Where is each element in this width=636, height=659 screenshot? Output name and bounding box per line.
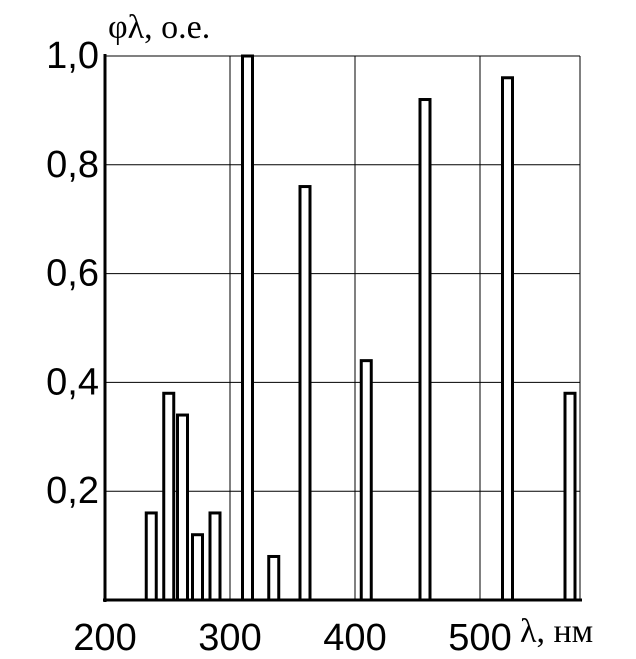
axes (103, 54, 582, 602)
bar (501, 76, 514, 602)
y-tick-label: 0,8 (46, 144, 99, 186)
bar (359, 359, 373, 602)
y-tick-label: 1,0 (46, 35, 99, 77)
y-tick-label: 0,4 (46, 361, 99, 403)
bar (176, 413, 189, 602)
y-tick-label: 0,6 (46, 253, 99, 295)
bar-group (144, 54, 577, 602)
bar (208, 511, 222, 602)
x-tick-label: 500 (448, 617, 511, 659)
bar (191, 533, 204, 602)
x-tick-label: 200 (73, 617, 136, 659)
y-tick-labels: 0,2 0,4 0,6 0,8 1,0 (46, 35, 99, 512)
bar (144, 511, 158, 602)
x-tick-label: 400 (323, 617, 386, 659)
x-axis-label: λ, нм (520, 613, 593, 650)
bar (267, 554, 281, 602)
x-tick-labels: 200 300 400 500 (73, 617, 511, 659)
y-tick-label: 0,2 (46, 470, 99, 512)
bar (563, 391, 577, 602)
x-tick-label: 300 (198, 617, 261, 659)
bar (298, 185, 312, 602)
y-axis-label: φλ, о.е. (108, 9, 210, 46)
bar (418, 98, 432, 602)
bar (241, 54, 254, 602)
bar (162, 391, 176, 602)
